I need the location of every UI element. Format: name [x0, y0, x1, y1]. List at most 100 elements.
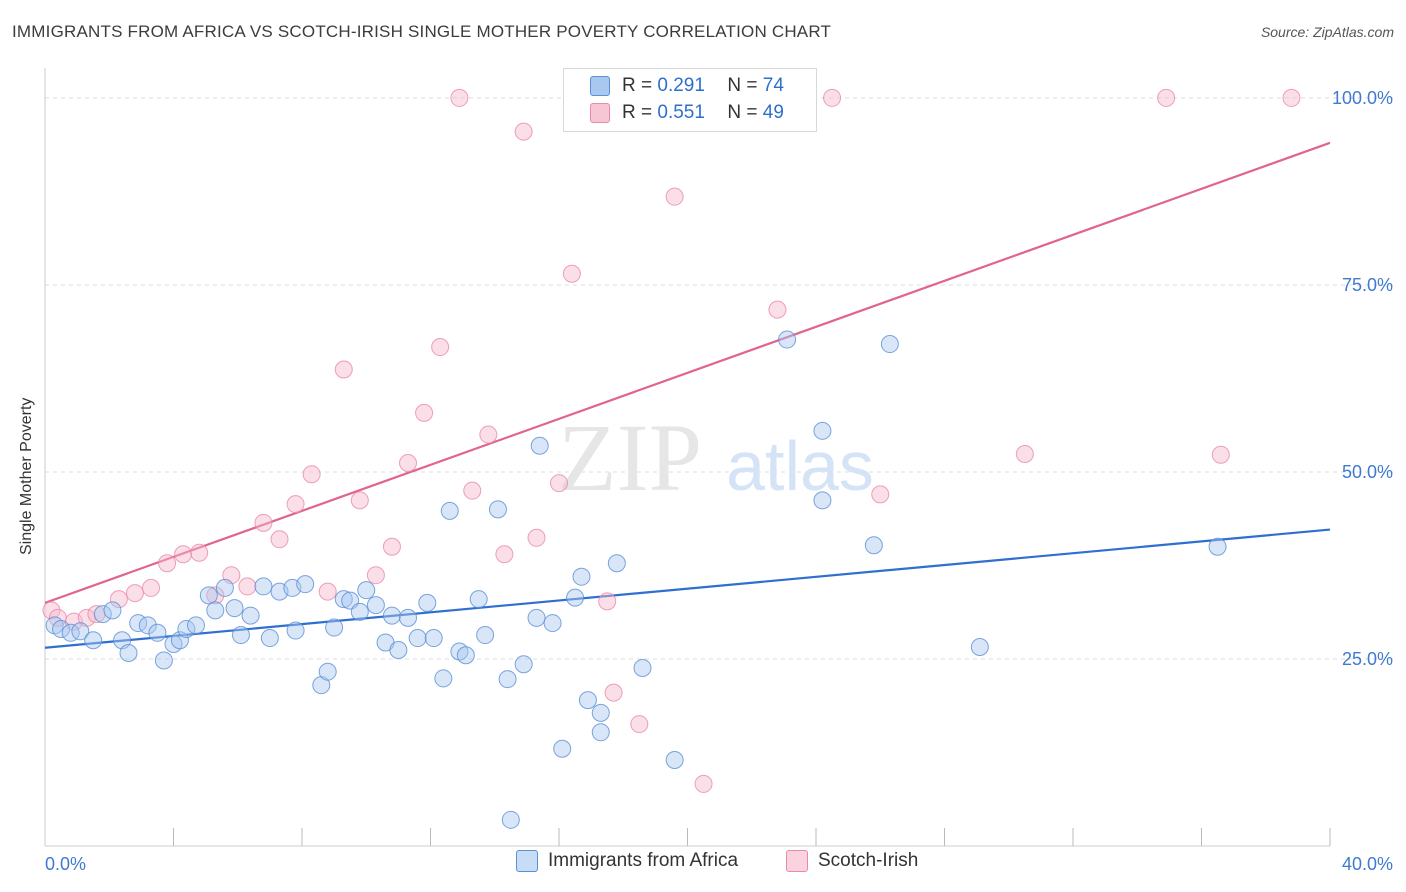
- scotch-point: [1015, 445, 1034, 464]
- scotch-point: [550, 474, 568, 493]
- legend-scotch-label: Scotch-Irish: [818, 850, 919, 871]
- legend-item-africa: Immigrants from Africa: [516, 850, 738, 872]
- africa-point: [325, 618, 344, 637]
- y-axis-label: Single Mother Poverty: [18, 397, 35, 555]
- africa-point: [1208, 537, 1227, 556]
- legend-row-africa: R = 0.291 N = 74: [590, 73, 784, 99]
- africa-point: [514, 655, 533, 674]
- africa-point: [231, 626, 250, 645]
- series-legend: Immigrants from Africa Scotch-Irish: [0, 850, 1406, 878]
- africa-point: [408, 629, 427, 648]
- africa-point: [633, 658, 652, 677]
- scotch-point: [206, 586, 225, 605]
- africa-trendline: [44, 528, 1331, 649]
- source-label: Source: ZipAtlas.com: [1260, 24, 1394, 40]
- africa-point: [440, 501, 459, 520]
- africa-point: [138, 616, 157, 635]
- scotch-point: [604, 683, 623, 702]
- legend-r-label: R =: [622, 102, 653, 123]
- scotch-point: [302, 465, 321, 484]
- scotch-point: [463, 481, 482, 500]
- africa-point: [199, 586, 218, 605]
- scotch-point: [562, 264, 581, 283]
- scotch-point: [270, 530, 289, 549]
- scotch-legend-swatch: [786, 850, 808, 872]
- africa-point: [366, 596, 385, 615]
- scotch-trendline: [44, 141, 1331, 604]
- africa-point: [778, 330, 797, 349]
- africa-point: [864, 536, 883, 555]
- africa-legend-swatch: [516, 850, 538, 872]
- axes: [44, 68, 1331, 847]
- africa-point: [476, 626, 495, 645]
- y-tick-label: 100.0%: [1332, 88, 1393, 108]
- x-tick-label: 40.0%: [1342, 854, 1393, 874]
- scotch-point: [334, 360, 353, 379]
- africa-point: [225, 599, 244, 618]
- legend-n-label: N =: [727, 102, 758, 123]
- africa-point: [84, 631, 103, 650]
- x-tick-label: 0.0%: [45, 854, 86, 874]
- watermark-atlas: atlas: [726, 427, 874, 505]
- africa-point: [543, 614, 562, 633]
- scotch-point: [514, 122, 533, 141]
- scotch-point: [1211, 445, 1230, 464]
- africa-point: [434, 669, 453, 688]
- legend-n-value: 49: [762, 102, 784, 123]
- scotch-point: [42, 601, 61, 620]
- africa-point: [501, 810, 520, 829]
- africa-point: [418, 593, 437, 612]
- africa-point: [456, 646, 475, 665]
- legend-r-label: R =: [622, 75, 653, 96]
- legend-row-scotch: R = 0.551 N = 49: [590, 100, 784, 126]
- scotch-point: [382, 537, 401, 556]
- legend-r-value: 0.291: [657, 75, 705, 96]
- scotch-point: [286, 495, 305, 514]
- africa-point: [206, 601, 225, 620]
- africa-point: [119, 643, 138, 662]
- africa-point: [93, 605, 112, 624]
- scotch-point: [630, 715, 649, 734]
- africa-point: [382, 606, 401, 625]
- scotch-point: [665, 187, 684, 206]
- africa-swatch: [590, 76, 610, 96]
- legend-item-scotch: Scotch-Irish: [786, 850, 918, 872]
- legend-r-value: 0.551: [657, 102, 705, 123]
- scotch-point: [190, 543, 209, 562]
- scotch-point: [366, 566, 385, 585]
- scotch-point: [431, 338, 450, 357]
- africa-point: [254, 577, 273, 596]
- africa-point: [566, 588, 585, 607]
- africa-point: [357, 581, 376, 600]
- scotch-point: [174, 545, 193, 564]
- chart-title: IMMIGRANTS FROM AFRICA VS SCOTCH-IRISH S…: [12, 22, 832, 41]
- scotch-point: [109, 590, 128, 609]
- africa-point: [103, 601, 122, 620]
- africa-point: [607, 554, 626, 573]
- africa-point: [296, 575, 315, 594]
- scotch-point: [158, 554, 177, 573]
- legend-n-value: 74: [762, 75, 784, 96]
- africa-point: [572, 567, 591, 586]
- scotch-point: [768, 300, 787, 319]
- scotch-point: [415, 403, 434, 422]
- scotch-point: [350, 491, 369, 510]
- africa-point: [170, 631, 189, 650]
- africa-point: [389, 641, 408, 660]
- legend-africa-label: Immigrants from Africa: [548, 850, 739, 871]
- africa-point: [148, 623, 167, 642]
- africa-point: [177, 620, 196, 639]
- africa-point: [61, 623, 80, 642]
- africa-point: [488, 500, 507, 519]
- africa-point: [154, 651, 173, 670]
- africa-point: [498, 670, 517, 689]
- scotch-point: [318, 582, 337, 601]
- africa-point: [399, 608, 418, 627]
- africa-point: [318, 662, 337, 681]
- scotch-point: [450, 88, 469, 107]
- watermark-zip: ZIP: [558, 404, 702, 511]
- africa-point: [591, 703, 610, 722]
- africa-point: [334, 590, 353, 609]
- scotch-point: [823, 88, 842, 107]
